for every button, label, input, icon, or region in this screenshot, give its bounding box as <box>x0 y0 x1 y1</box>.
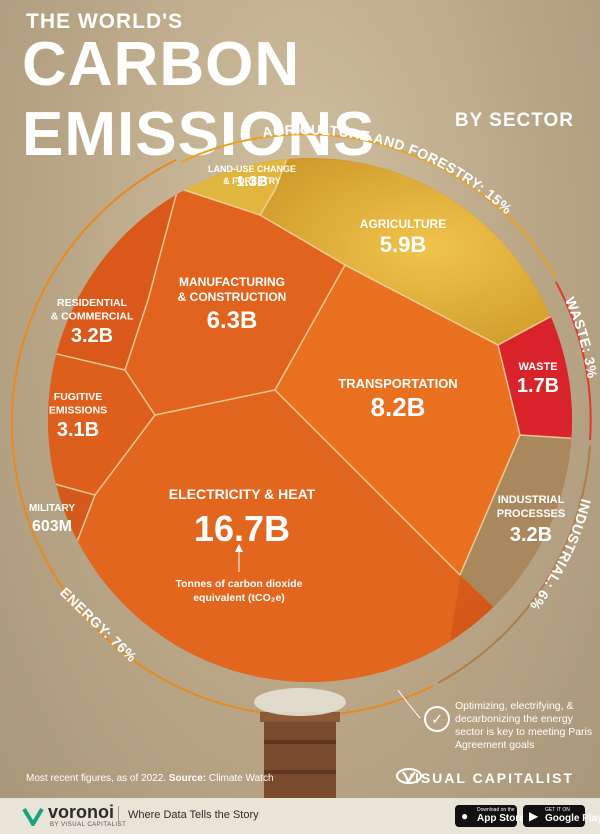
google-play-button[interactable]: ▶ GET IT ON Google Play <box>523 805 600 827</box>
ring-label-waste: WASTE: 3% <box>562 294 600 379</box>
app-store-button[interactable]: ● Download on the App Store <box>455 805 525 827</box>
sector-name-manufacturing-construction-1: & CONSTRUCTION <box>178 290 287 304</box>
check-icon: ✓ <box>424 706 450 732</box>
annotation-arrow <box>235 544 243 552</box>
header-title: CARBON EMISSIONS <box>22 30 376 169</box>
play-icon: ▶ <box>529 809 539 823</box>
sector-name-manufacturing-construction-0: MANUFACTURING <box>179 275 285 289</box>
app-store-small: Download on the <box>477 807 515 813</box>
sector-fugitive <box>48 350 155 495</box>
sector-name-fugitive-emissions-0: FUGITIVE <box>54 391 102 403</box>
sector-name-transportation-0: TRANSPORTATION <box>338 376 457 391</box>
apple-icon: ● <box>461 809 469 823</box>
sector-value-electricity-heat: 16.7B <box>194 508 290 549</box>
sector-name-fugitive-emissions-1: EMISSIONS <box>49 405 107 417</box>
sector-name-waste-0: WASTE <box>518 361 557 373</box>
source-label: Source: <box>168 773 207 784</box>
sector-value-waste: 1.7B <box>517 375 559 397</box>
annotation-line2: equivalent (tCO₂e) <box>193 592 285 604</box>
google-play-label: Google Play <box>545 813 600 824</box>
sector-value-manufacturing-construction: 6.3B <box>207 307 258 334</box>
sector-value-industrial-processes: 3.2B <box>510 524 552 546</box>
visual-capitalist-logo-icon <box>396 768 422 784</box>
sector-value-military: 603M <box>32 518 72 535</box>
sector-value-residential-commercial: 3.2B <box>71 325 113 347</box>
sector-value-land-use-change-forestry: 1.3B <box>236 173 268 190</box>
sector-name-military-0: MILITARY <box>29 503 75 514</box>
sector-name-land-use-change-forestry-0: LAND-USE CHANGE <box>208 164 296 174</box>
header-subtitle: BY SECTOR <box>454 110 574 131</box>
sector-waste <box>498 290 572 440</box>
sector-name-industrial-processes-1: PROCESSES <box>497 508 565 520</box>
sector-name-residential-commercial-1: & COMMERCIAL <box>51 311 134 323</box>
sector-manufacturing <box>125 188 345 415</box>
google-play-small: GET IT ON <box>545 807 570 813</box>
voronoi-logo-icon <box>22 807 44 826</box>
app-store-label: App Store <box>477 813 525 824</box>
ring-arc-waste <box>555 281 592 441</box>
ring-arc-industrial <box>437 445 591 684</box>
sector-name-residential-commercial-0: RESIDENTIAL <box>57 297 128 309</box>
annotation-line1: Tonnes of carbon dioxide <box>176 578 303 590</box>
sector-value-transportation: 8.2B <box>371 392 426 422</box>
ring-arc-agriculture <box>180 133 557 278</box>
note-arrow <box>397 689 421 719</box>
footer-separator <box>118 806 119 826</box>
sector-transportation <box>275 265 520 575</box>
header-line1: THE WORLD'S <box>26 10 184 33</box>
sector-value-fugitive-emissions: 3.1B <box>57 419 99 441</box>
chimney <box>254 688 346 798</box>
sector-name-industrial-processes-0: INDUSTRIAL <box>498 494 565 506</box>
sector-name-agriculture-0: AGRICULTURE <box>360 217 446 231</box>
source-prefix: Most recent figures, as of 2022. <box>26 773 167 784</box>
sector-value-agriculture: 5.9B <box>380 232 426 257</box>
energy-note: Optimizing, electrifying, & decarbonizin… <box>455 700 593 751</box>
footer-by: BY VISUAL CAPITALIST <box>50 822 127 828</box>
footer-tagline: Where Data Tells the Story <box>128 809 259 821</box>
sector-name-land-use-change-forestry-1: & FORESTRY <box>223 176 281 186</box>
source-value: Climate Watch <box>208 773 274 784</box>
source-line: Most recent figures, as of 2022. Source:… <box>26 773 274 784</box>
sector-name-electricity-heat-0: ELECTRICITY & HEAT <box>169 486 316 502</box>
brand: VISUAL CAPITALIST <box>403 770 574 786</box>
footer-name: voronoi <box>48 802 114 822</box>
